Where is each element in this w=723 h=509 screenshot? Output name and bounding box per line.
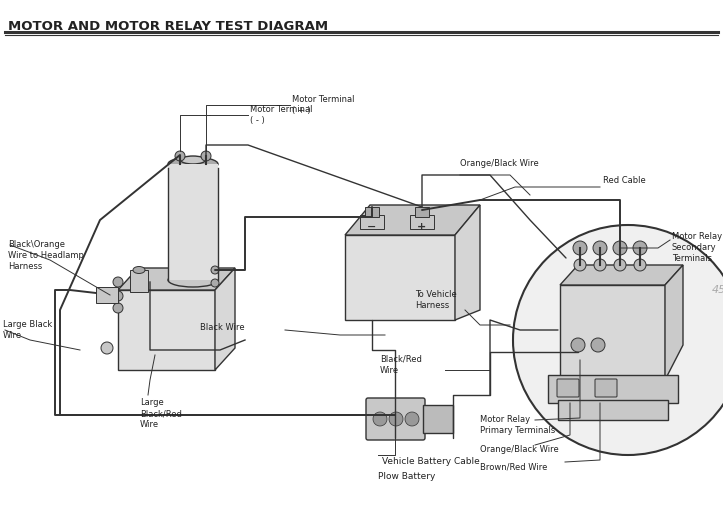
Text: Brown/Red Wire: Brown/Red Wire — [480, 462, 547, 471]
Text: Vehicle Battery Cable: Vehicle Battery Cable — [382, 457, 480, 466]
Text: Motor Relay
Primary Terminals: Motor Relay Primary Terminals — [480, 415, 555, 435]
Polygon shape — [118, 290, 215, 370]
Text: Red Cable: Red Cable — [603, 176, 646, 185]
Circle shape — [405, 412, 419, 426]
Circle shape — [614, 259, 626, 271]
FancyBboxPatch shape — [365, 207, 379, 217]
Polygon shape — [455, 205, 480, 320]
Text: Large Black
Wire: Large Black Wire — [3, 320, 52, 340]
Ellipse shape — [133, 267, 145, 273]
Circle shape — [389, 412, 403, 426]
Text: Orange/Black Wire: Orange/Black Wire — [480, 445, 559, 454]
Ellipse shape — [181, 156, 205, 164]
Text: Plow Battery: Plow Battery — [378, 472, 435, 481]
FancyBboxPatch shape — [366, 398, 425, 440]
Text: Black Wire: Black Wire — [200, 324, 244, 332]
Text: −: − — [367, 222, 377, 232]
Circle shape — [211, 266, 219, 274]
FancyBboxPatch shape — [360, 215, 384, 229]
Circle shape — [201, 151, 211, 161]
Circle shape — [113, 303, 123, 313]
FancyBboxPatch shape — [557, 379, 579, 397]
FancyBboxPatch shape — [558, 400, 668, 420]
Circle shape — [574, 259, 586, 271]
Circle shape — [634, 259, 646, 271]
Text: To Vehicle
Harness: To Vehicle Harness — [415, 290, 457, 310]
FancyBboxPatch shape — [96, 287, 118, 303]
FancyBboxPatch shape — [415, 207, 429, 217]
Ellipse shape — [168, 273, 218, 287]
FancyBboxPatch shape — [595, 379, 617, 397]
Circle shape — [211, 279, 219, 287]
Circle shape — [113, 277, 123, 287]
Circle shape — [591, 338, 605, 352]
FancyBboxPatch shape — [548, 375, 678, 403]
FancyBboxPatch shape — [560, 285, 665, 380]
Text: Motor Terminal
( - ): Motor Terminal ( - ) — [250, 105, 312, 125]
Polygon shape — [665, 265, 683, 380]
FancyBboxPatch shape — [410, 215, 434, 229]
Text: Motor Relay
Secondary
Terminals: Motor Relay Secondary Terminals — [672, 232, 722, 263]
Circle shape — [101, 342, 113, 354]
FancyBboxPatch shape — [345, 235, 455, 320]
Text: Large
Black/Red
Wire: Large Black/Red Wire — [140, 398, 182, 429]
Polygon shape — [345, 205, 480, 235]
Text: Orange/Black Wire: Orange/Black Wire — [460, 159, 539, 168]
Circle shape — [573, 241, 587, 255]
Circle shape — [633, 241, 647, 255]
Ellipse shape — [168, 157, 218, 171]
Circle shape — [113, 291, 123, 301]
Circle shape — [593, 241, 607, 255]
Text: Black/Red
Wire: Black/Red Wire — [380, 355, 422, 375]
FancyBboxPatch shape — [423, 405, 453, 433]
Circle shape — [175, 151, 185, 161]
Text: Black\Orange
Wire to Headlamp
Harness: Black\Orange Wire to Headlamp Harness — [8, 240, 84, 271]
Text: MOTOR AND MOTOR RELAY TEST DIAGRAM: MOTOR AND MOTOR RELAY TEST DIAGRAM — [8, 20, 328, 33]
Circle shape — [513, 225, 723, 455]
Circle shape — [613, 241, 627, 255]
Text: Motor Terminal
( + ): Motor Terminal ( + ) — [292, 95, 354, 115]
Circle shape — [373, 412, 387, 426]
Text: +: + — [417, 222, 427, 232]
Text: 45: 45 — [712, 285, 723, 295]
Polygon shape — [118, 268, 235, 290]
FancyBboxPatch shape — [168, 164, 218, 280]
Polygon shape — [560, 265, 683, 285]
Polygon shape — [215, 268, 235, 370]
Circle shape — [571, 338, 585, 352]
FancyBboxPatch shape — [130, 270, 148, 292]
Circle shape — [594, 259, 606, 271]
